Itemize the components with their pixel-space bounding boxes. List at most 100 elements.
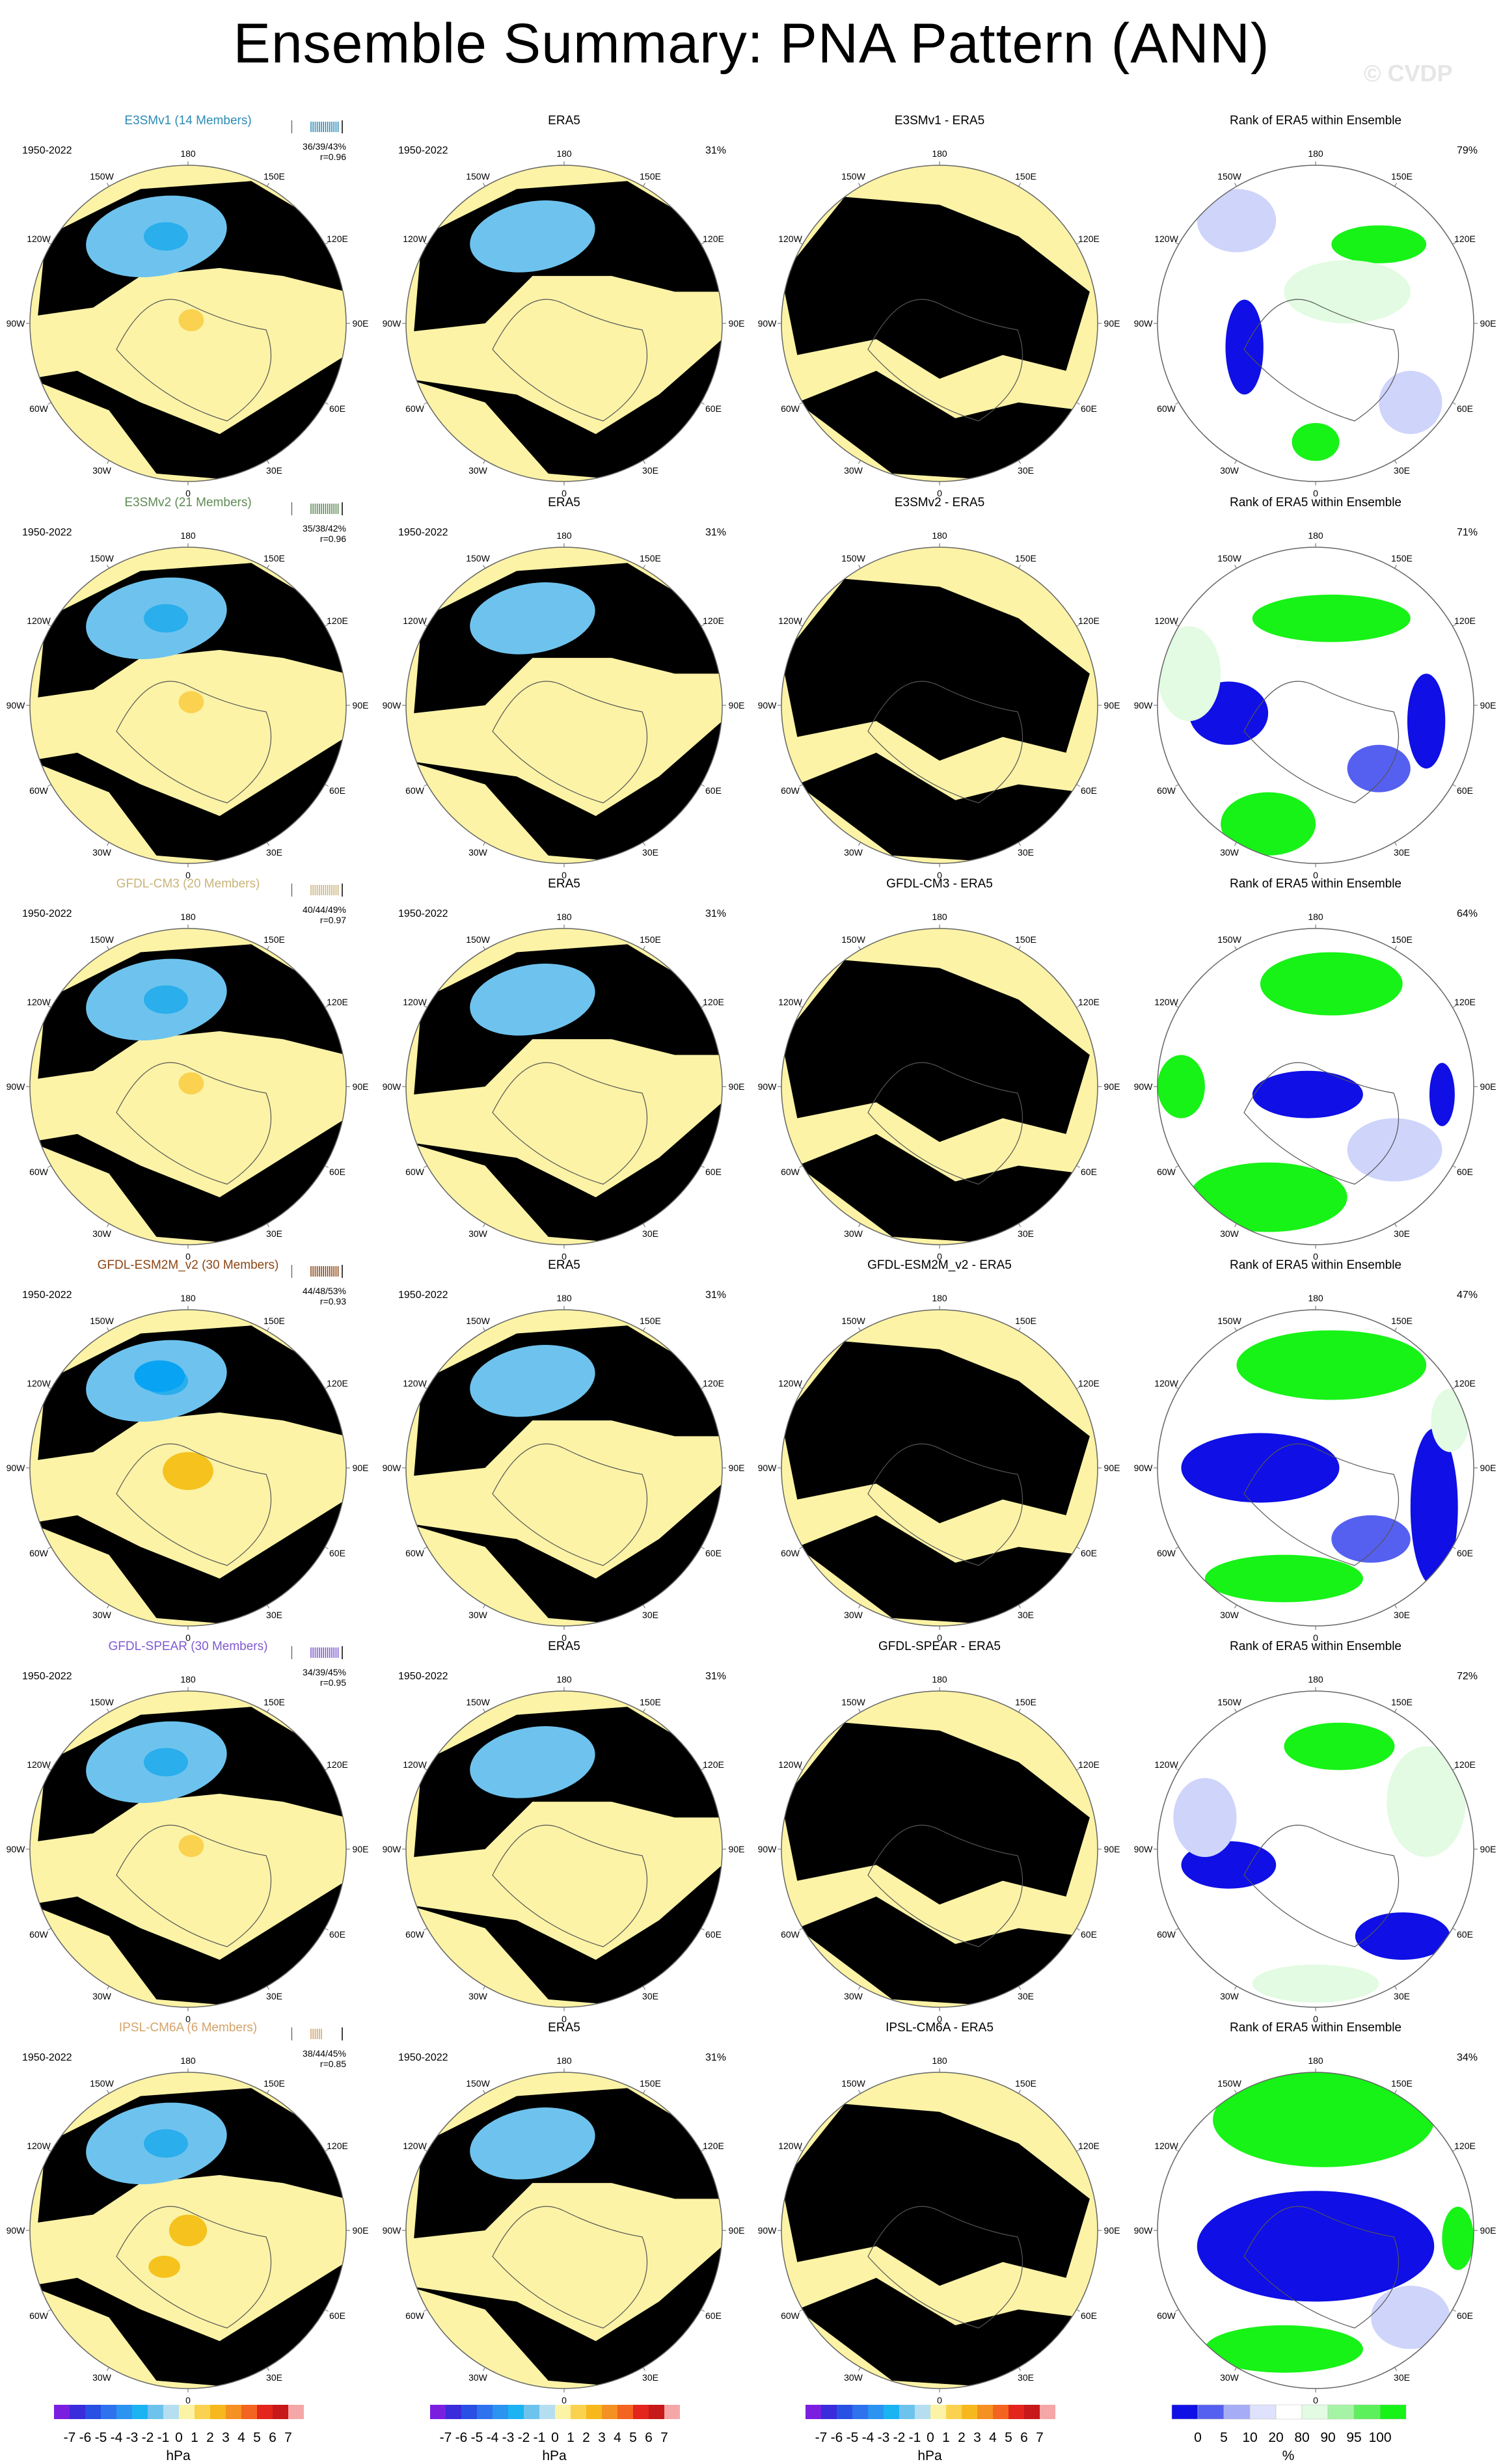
longitude-label: 150E bbox=[1015, 1696, 1036, 1707]
longitude-label: 0 bbox=[185, 1632, 191, 1643]
period-label: 1950-2022 bbox=[22, 145, 72, 156]
longitude-label: 90E bbox=[728, 700, 745, 711]
polar-map bbox=[1154, 161, 1478, 485]
longitude-label: 90E bbox=[352, 1844, 369, 1854]
coastline bbox=[1243, 1443, 1399, 1566]
lon-tick bbox=[1076, 1387, 1080, 1389]
panel-r4-c3: 180 150E 120E 90E 60E 30E 0 30W 60W 90W 120W 150W GF… bbox=[752, 1258, 1128, 1643]
pct-variance: 38/44/45% bbox=[303, 2048, 346, 2059]
lon-tick bbox=[858, 946, 861, 950]
lon-tick bbox=[1452, 2149, 1456, 2152]
panel-r3-c1: 180 150E 120E 90E 60E 30E 0 30W 60W 90W 120W 150W GF… bbox=[0, 877, 376, 1262]
longitude-label: 150W bbox=[90, 2078, 114, 2089]
panel-r1-c4: 180 150E 120E 90E 60E 30E 0 30W 60W 90W 120W 150W Ra… bbox=[1128, 114, 1503, 498]
longitude-label: 0 bbox=[562, 488, 567, 498]
colorbar-tick-label: -2 bbox=[141, 2430, 154, 2445]
lon-tick bbox=[1234, 183, 1237, 187]
member-rug-plot bbox=[291, 884, 343, 897]
lon-tick bbox=[483, 565, 485, 569]
longitude-label: 90W bbox=[757, 318, 777, 329]
longitude-label: 120E bbox=[703, 233, 724, 244]
rank-pct: 64% bbox=[1457, 908, 1478, 919]
colorbar-box bbox=[1024, 2405, 1040, 2419]
lon-tick bbox=[1175, 624, 1179, 627]
lon-tick bbox=[47, 1387, 51, 1389]
contour-region bbox=[797, 1515, 1082, 1626]
lon-tick bbox=[701, 2309, 705, 2312]
longitude-label: 120W bbox=[778, 1377, 802, 1388]
colorbar-box bbox=[915, 2405, 930, 2419]
contour-region bbox=[797, 370, 1082, 481]
longitude-label: 60W bbox=[781, 1929, 800, 1940]
longitude-label: 150W bbox=[466, 1696, 490, 1707]
coastline bbox=[492, 1824, 647, 1947]
rank-region bbox=[1189, 1162, 1347, 1232]
lon-tick bbox=[483, 1327, 485, 1331]
longitude-label: 120E bbox=[703, 615, 724, 626]
lon-tick bbox=[325, 1547, 329, 1549]
longitude-label: 150E bbox=[1391, 1696, 1413, 1707]
contour-region bbox=[30, 1118, 346, 1245]
contour-region bbox=[169, 2214, 208, 2247]
coastline bbox=[1243, 1062, 1399, 1185]
longitude-label: 150E bbox=[640, 170, 661, 182]
lon-tick bbox=[701, 402, 705, 405]
panel-title: GFDL-ESM2M_v2 (30 Members) bbox=[97, 1258, 279, 1272]
longitude-label: 150W bbox=[1217, 170, 1241, 182]
lon-tick bbox=[1234, 565, 1237, 569]
colorbar-tick-label: 7 bbox=[284, 2430, 292, 2445]
rank-region bbox=[1158, 1055, 1205, 1118]
contour-region bbox=[797, 752, 1082, 863]
colorbar-tick-label: 6 bbox=[1020, 2430, 1028, 2445]
longitude-label: 60W bbox=[405, 2310, 424, 2321]
longitude-label: 120W bbox=[27, 1759, 51, 1770]
polar-map bbox=[1154, 543, 1478, 867]
lon-tick bbox=[799, 1165, 803, 1168]
longitude-label: 120W bbox=[1154, 1759, 1178, 1770]
longitude-label: 120W bbox=[27, 996, 51, 1007]
lon-tick bbox=[643, 946, 645, 950]
rank-region bbox=[1252, 1964, 1379, 2003]
longitude-label: 30E bbox=[642, 847, 658, 858]
longitude-label: 90W bbox=[6, 1081, 25, 1092]
lon-tick bbox=[1394, 460, 1397, 464]
polar-map bbox=[1154, 1687, 1478, 2011]
colorbar-tick-label: -6 bbox=[455, 2430, 468, 2445]
colorbar-tick-label: 6 bbox=[269, 2430, 277, 2445]
longitude-label: 180 bbox=[1308, 1293, 1323, 1303]
lon-tick bbox=[107, 1709, 109, 1713]
longitude-label: 90E bbox=[1104, 1463, 1120, 1473]
longitude-label: 150E bbox=[1015, 552, 1036, 563]
longitude-label: 180 bbox=[932, 1293, 947, 1303]
longitude-label: 90E bbox=[728, 1081, 745, 1092]
longitude-label: 60E bbox=[329, 1929, 345, 1940]
panel-title: GFDL-SPEAR - ERA5 bbox=[878, 1640, 1001, 1653]
lon-tick bbox=[1175, 2309, 1179, 2312]
lon-tick bbox=[701, 1165, 705, 1168]
contour-region bbox=[406, 1483, 722, 1626]
longitude-label: 30W bbox=[1220, 1228, 1239, 1239]
lon-tick bbox=[267, 183, 269, 187]
lon-tick bbox=[267, 1223, 269, 1227]
contour-region bbox=[163, 1452, 213, 1491]
panel-title: GFDL-SPEAR (30 Members) bbox=[108, 1640, 268, 1653]
longitude-label: 180 bbox=[932, 2055, 947, 2066]
longitude-label: 30E bbox=[1394, 465, 1410, 476]
lon-tick bbox=[1076, 1005, 1080, 1008]
rank-region bbox=[1347, 744, 1411, 792]
longitude-label: 0 bbox=[937, 2395, 942, 2405]
lon-tick bbox=[701, 242, 705, 245]
colorbar-hpa-col1: -7 -6 -5 -4 -3 -2 -1 0 1 2 3 4 5 6 7 hPa bbox=[53, 2404, 306, 2463]
longitude-label: 60E bbox=[705, 403, 722, 414]
longitude-label: 120W bbox=[27, 1377, 51, 1388]
lon-tick bbox=[1175, 242, 1179, 245]
longitude-label: 120E bbox=[327, 615, 348, 626]
longitude-label: 150E bbox=[264, 1696, 285, 1707]
longitude-label: 120W bbox=[778, 1759, 802, 1770]
lon-tick bbox=[325, 784, 329, 787]
polar-map bbox=[1154, 1306, 1478, 1630]
colorbar-tick-label: 0 bbox=[175, 2430, 183, 2445]
rank-region bbox=[1284, 260, 1411, 323]
lon-tick bbox=[1452, 1387, 1456, 1389]
longitude-label: 60W bbox=[405, 785, 424, 796]
